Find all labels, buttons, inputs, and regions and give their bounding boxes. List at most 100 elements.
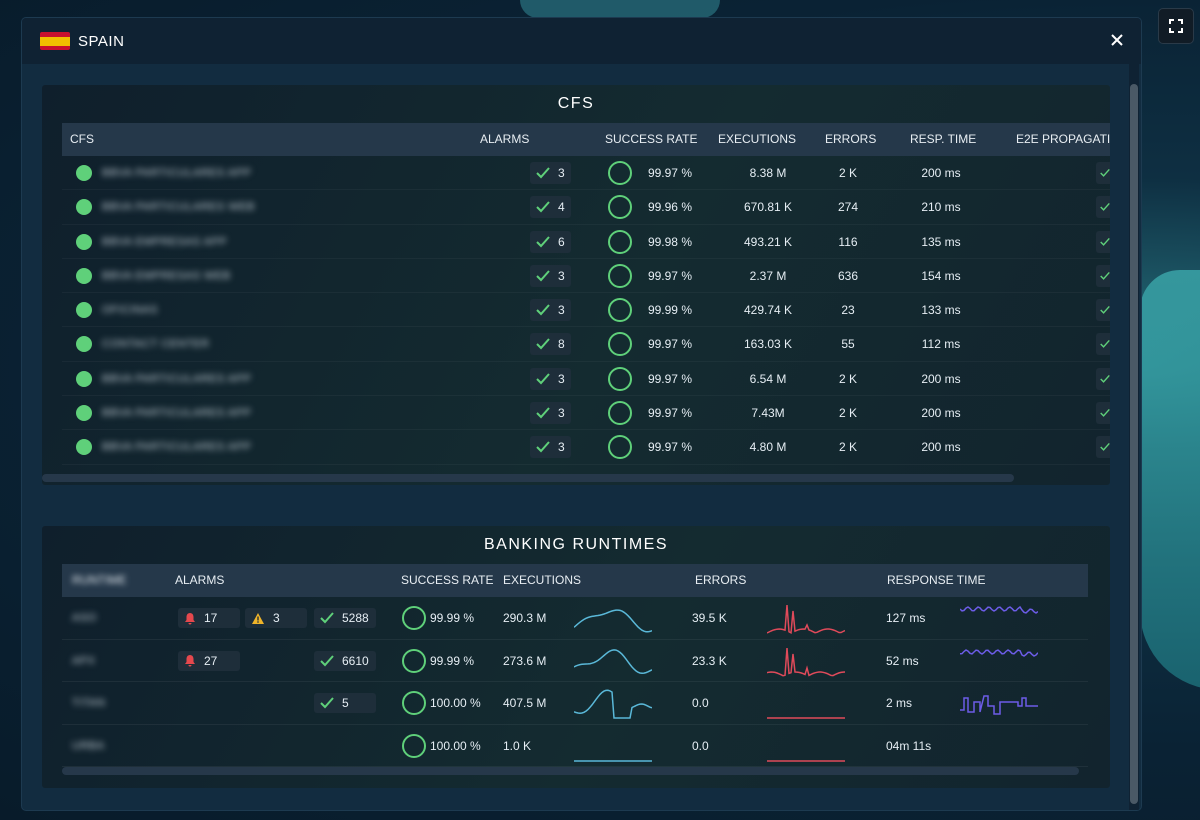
alarm-count: 3 <box>558 371 565 386</box>
table-row[interactable]: APX 27 6610 99.99 % 273.6 M 23.3 K 52 ms <box>62 640 1088 682</box>
bell-alarm-pill[interactable]: 27 <box>178 650 240 671</box>
table-row[interactable]: BBVA EMPRESAS APP 6 99.98 % 493.21 K 116… <box>62 225 1110 259</box>
e2e-pill[interactable] <box>1096 230 1110 253</box>
alarms-pill[interactable]: 3 <box>530 264 571 287</box>
table-row[interactable]: BBVA PARTICULARES WEB 4 99.96 % 670.81 K… <box>62 190 1110 225</box>
cfs-name[interactable]: CONTACT CENTER <box>102 338 210 351</box>
table-row[interactable]: CONTACT CENTER 8 99.97 % 163.03 K 55 112… <box>62 327 1110 362</box>
table-row[interactable]: OFICINAS 3 99.99 % 429.74 K 23 133 ms <box>62 293 1110 328</box>
ok-alarm-pill[interactable]: 5288 <box>314 608 376 628</box>
errors: 23 <box>841 303 855 318</box>
ok-alarm-pill[interactable]: 5 <box>314 693 376 713</box>
cfs-name[interactable]: BBVA EMPRESAS WEB <box>102 269 231 282</box>
col-header-response-time[interactable]: RESPONSE TIME <box>887 573 986 587</box>
col-header-executions[interactable]: EXECUTIONS <box>718 132 797 146</box>
runtime-name[interactable]: APX <box>72 654 96 667</box>
e2e-pill[interactable] <box>1096 299 1110 322</box>
horizontal-scrollbar[interactable] <box>42 474 1014 482</box>
check-icon <box>1100 306 1110 315</box>
col-header-success-rate[interactable]: SUCCESS RATE <box>605 132 698 146</box>
col-header-alarms[interactable]: ALARMS <box>480 132 530 146</box>
errors: 2 K <box>838 166 857 180</box>
cfs-name[interactable]: BBVA PARTICULARES APP <box>102 167 252 179</box>
col-header-runtime[interactable]: RUNTIME <box>72 573 127 587</box>
alarms-pill[interactable]: 3 <box>530 162 571 184</box>
runtime-name[interactable]: ASO <box>72 612 97 624</box>
e2e-pill[interactable] <box>1096 162 1110 184</box>
errors: 2 K <box>838 406 857 421</box>
col-header-success-rate[interactable]: SUCCESS RATE <box>401 573 494 587</box>
check-icon <box>1100 374 1110 383</box>
errors: 116 <box>838 234 858 249</box>
table-row[interactable]: BBVA PARTICULARES APP 3 99.97 % 6.54 M 2… <box>62 362 1110 397</box>
banking-runtimes-panel: BANKING RUNTIMES RUNTIME ALARMS SUCCESS … <box>42 526 1110 788</box>
alarms-pill[interactable]: 8 <box>530 333 571 356</box>
table-row[interactable]: BBVA PARTICULARES APP 3 99.97 % 4.80 M 2… <box>62 430 1110 465</box>
alarm-count: 3 <box>558 440 565 455</box>
banking-table-header: RUNTIME ALARMS SUCCESS RATE EXECUTIONS E… <box>62 564 1088 597</box>
success-ring-icon <box>608 229 632 254</box>
errors: 636 <box>837 268 859 283</box>
executions: 290.3 M <box>503 611 547 625</box>
errors-sparkline <box>767 647 845 676</box>
runtime-name[interactable]: URBA <box>72 739 105 752</box>
status-dot <box>76 293 92 327</box>
alarms-pill[interactable]: 6 <box>530 230 571 253</box>
scrollbar-thumb[interactable] <box>1130 84 1138 804</box>
check-icon <box>1100 237 1110 246</box>
e2e-pill[interactable] <box>1096 367 1110 390</box>
table-row[interactable]: BBVA PARTICULARES APP 3 99.97 % 8.38 M 2… <box>62 156 1110 191</box>
alarms-pill[interactable]: 3 <box>530 402 571 425</box>
col-header-e2e[interactable]: E2E PROPAGATIO <box>1016 132 1110 146</box>
table-row[interactable]: BBVA PARTICULARES APP 3 99.97 % 7.43M 2 … <box>62 396 1110 431</box>
cfs-name[interactable]: BBVA PARTICULARES APP <box>102 372 252 385</box>
e2e-pill[interactable] <box>1096 196 1110 219</box>
e2e-pill[interactable] <box>1096 264 1110 287</box>
executions: 273.6 M <box>503 653 547 668</box>
response-time: 154 ms <box>921 268 961 283</box>
cfs-name[interactable]: BBVA EMPRESAS APP <box>102 235 228 248</box>
table-row[interactable]: URBA 100.00 % 1.0 K 0.0 04m 11s <box>62 725 1088 767</box>
success-rate: 99.97 % <box>647 268 692 283</box>
success-ring-icon <box>608 435 632 460</box>
executions: 4.80 M <box>749 440 787 455</box>
check-icon <box>536 167 550 179</box>
cfs-name[interactable]: BBVA PARTICULARES WEB <box>102 201 255 214</box>
col-header-alarms[interactable]: ALARMS <box>175 573 225 587</box>
bell-alarm-pill[interactable]: 17 <box>178 608 240 628</box>
col-header-errors[interactable]: ERRORS <box>825 132 877 146</box>
col-header-executions[interactable]: EXECUTIONS <box>503 573 582 587</box>
col-header-errors[interactable]: ERRORS <box>695 573 747 587</box>
table-row[interactable]: TITAN 5 100.00 % 407.5 M 0.0 2 ms <box>62 682 1088 725</box>
success-rate: 99.97 % <box>647 406 692 421</box>
alarms-pill[interactable]: 3 <box>530 436 571 459</box>
bell-icon <box>185 655 195 667</box>
cfs-name[interactable]: OFICINAS <box>102 304 158 317</box>
alarms-pill[interactable]: 3 <box>530 299 571 322</box>
e2e-pill[interactable] <box>1096 402 1110 425</box>
col-header-resp-time[interactable]: RESP. TIME <box>910 132 977 146</box>
e2e-pill[interactable] <box>1096 436 1110 459</box>
check-icon <box>320 612 334 624</box>
table-row[interactable]: BBVA EMPRESAS WEB 3 99.97 % 2.37 M 636 1… <box>62 259 1110 294</box>
warning-alarm-pill[interactable]: 3 <box>245 608 307 628</box>
cfs-name[interactable]: BBVA PARTICULARES APP <box>102 441 252 454</box>
table-row[interactable]: ASO 17 3 5288 99.99 % 290.3 M 39.5 K 127 ms <box>62 597 1088 640</box>
col-header-cfs[interactable]: CFS <box>70 132 94 146</box>
fullscreen-button[interactable] <box>1158 8 1194 44</box>
response-time-sparkline <box>960 605 1038 614</box>
close-button[interactable] <box>1107 30 1127 50</box>
errors: 39.5 K <box>692 611 727 625</box>
success-ring-icon <box>608 332 632 357</box>
cfs-table-header: CFS ALARMS SUCCESS RATE EXECUTIONS ERROR… <box>62 123 1110 156</box>
runtime-name[interactable]: TITAN <box>72 697 106 709</box>
ok-alarm-pill[interactable]: 6610 <box>314 650 376 671</box>
alarms-pill[interactable]: 3 <box>530 367 571 390</box>
alarms-pill[interactable]: 4 <box>530 196 571 219</box>
e2e-pill[interactable] <box>1096 333 1110 356</box>
cfs-name[interactable]: BBVA PARTICULARES APP <box>102 407 252 420</box>
status-dot <box>76 156 92 190</box>
errors: 2 K <box>838 371 857 386</box>
horizontal-scrollbar[interactable] <box>62 767 1079 775</box>
vertical-scrollbar[interactable] <box>1129 64 1139 810</box>
